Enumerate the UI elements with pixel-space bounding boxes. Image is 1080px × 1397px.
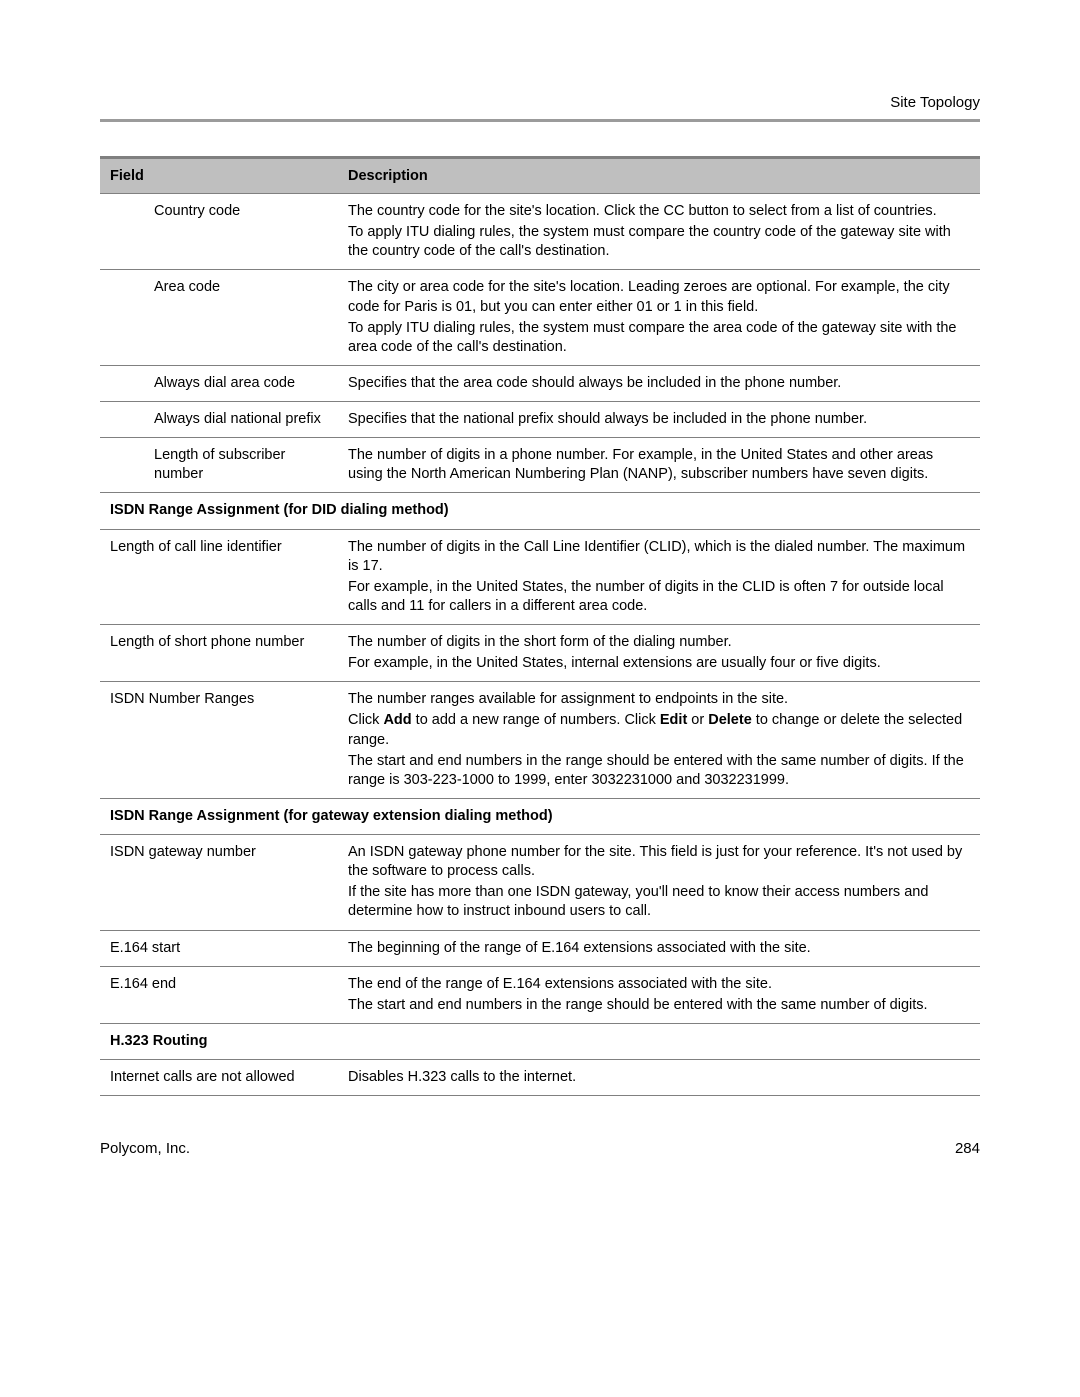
table-row: ISDN gateway number An ISDN gateway phon… — [100, 835, 980, 931]
desc-text: The number of digits in the short form o… — [348, 633, 970, 652]
field-always-dial-area: Always dial area code — [100, 365, 338, 401]
desc-text: The number of digits in a phone number. … — [348, 446, 970, 484]
section-row: ISDN Range Assignment (for DID dialing m… — [100, 493, 980, 529]
table-row: Area code The city or area code for the … — [100, 270, 980, 366]
desc-length-subscriber: The number of digits in a phone number. … — [338, 438, 980, 493]
desc-text: The number of digits in the Call Line Id… — [348, 538, 970, 576]
table-row: Always dial area code Specifies that the… — [100, 365, 980, 401]
desc-text: To apply ITU dialing rules, the system m… — [348, 223, 970, 261]
header-rule — [100, 119, 980, 122]
field-length-subscriber: Length of subscriber number — [100, 438, 338, 493]
desc-text: An ISDN gateway phone number for the sit… — [348, 843, 970, 881]
bold-edit: Edit — [660, 712, 687, 728]
desc-text: The city or area code for the site's loc… — [348, 278, 970, 316]
desc-text: Disables H.323 calls to the internet. — [348, 1068, 970, 1087]
desc-text: To apply ITU dialing rules, the system m… — [348, 319, 970, 357]
desc-length-short: The number of digits in the short form o… — [338, 625, 980, 682]
footer-company: Polycom, Inc. — [100, 1140, 190, 1157]
field-isdn-gateway-number: ISDN gateway number — [100, 835, 338, 931]
bold-add: Add — [383, 712, 411, 728]
desc-text: For example, in the United States, inter… — [348, 654, 970, 673]
col-header-description: Description — [338, 158, 980, 194]
col-header-field: Field — [100, 158, 338, 194]
desc-isdn-ranges: The number ranges available for assignme… — [338, 682, 980, 799]
table-header-row: Field Description — [100, 158, 980, 194]
desc-text: For example, in the United States, the n… — [348, 578, 970, 616]
bold-delete: Delete — [708, 712, 752, 728]
desc-text: The start and end numbers in the range s… — [348, 752, 970, 790]
desc-text: The number ranges available for assignme… — [348, 690, 970, 709]
desc-text: Specifies that the national prefix shoul… — [348, 410, 970, 429]
page: Site Topology Field Description Country … — [0, 0, 1080, 1217]
desc-text: Specifies that the area code should alwa… — [348, 374, 970, 393]
field-internet-calls: Internet calls are not allowed — [100, 1060, 338, 1096]
field-country-code: Country code — [100, 194, 338, 270]
field-isdn-ranges: ISDN Number Ranges — [100, 682, 338, 799]
desc-e164-start: The beginning of the range of E.164 exte… — [338, 930, 980, 966]
desc-always-dial-area: Specifies that the area code should alwa… — [338, 365, 980, 401]
desc-isdn-gateway-number: An ISDN gateway phone number for the sit… — [338, 835, 980, 931]
section-isdn-gateway: ISDN Range Assignment (for gateway exten… — [100, 798, 980, 834]
desc-internet-calls: Disables H.323 calls to the internet. — [338, 1060, 980, 1096]
desc-country-code: The country code for the site's location… — [338, 194, 980, 270]
field-description-table: Field Description Country code The count… — [100, 156, 980, 1096]
section-row: H.323 Routing — [100, 1023, 980, 1059]
table-row: Country code The country code for the si… — [100, 194, 980, 270]
desc-always-dial-national: Specifies that the national prefix shoul… — [338, 402, 980, 438]
field-always-dial-national: Always dial national prefix — [100, 402, 338, 438]
field-area-code: Area code — [100, 270, 338, 366]
table-row: Internet calls are not allowed Disables … — [100, 1060, 980, 1096]
table-row: E.164 end The end of the range of E.164 … — [100, 966, 980, 1023]
desc-e164-end: The end of the range of E.164 extensions… — [338, 966, 980, 1023]
desc-area-code: The city or area code for the site's loc… — [338, 270, 980, 366]
desc-text: The end of the range of E.164 extensions… — [348, 975, 970, 994]
desc-text: The start and end numbers in the range s… — [348, 996, 970, 1015]
section-isdn-did: ISDN Range Assignment (for DID dialing m… — [100, 493, 980, 529]
field-e164-start: E.164 start — [100, 930, 338, 966]
table-row: Length of subscriber number The number o… — [100, 438, 980, 493]
header-title: Site Topology — [100, 94, 980, 119]
desc-text: The beginning of the range of E.164 exte… — [348, 939, 970, 958]
field-length-short: Length of short phone number — [100, 625, 338, 682]
table-row: Length of short phone number The number … — [100, 625, 980, 682]
footer-page-number: 284 — [955, 1140, 980, 1157]
table-row: Length of call line identifier The numbe… — [100, 529, 980, 625]
desc-text: The country code for the site's location… — [348, 202, 970, 221]
desc-length-clid: The number of digits in the Call Line Id… — [338, 529, 980, 625]
desc-text: If the site has more than one ISDN gatew… — [348, 883, 970, 921]
desc-text: Click Add to add a new range of numbers.… — [348, 711, 970, 749]
field-e164-end: E.164 end — [100, 966, 338, 1023]
page-footer: Polycom, Inc. 284 — [100, 1140, 980, 1157]
table-row: ISDN Number Ranges The number ranges ava… — [100, 682, 980, 799]
table-row: E.164 start The beginning of the range o… — [100, 930, 980, 966]
section-row: ISDN Range Assignment (for gateway exten… — [100, 798, 980, 834]
field-length-clid: Length of call line identifier — [100, 529, 338, 625]
page-header: Site Topology — [100, 94, 980, 122]
table-row: Always dial national prefix Specifies th… — [100, 402, 980, 438]
section-h323: H.323 Routing — [100, 1023, 980, 1059]
